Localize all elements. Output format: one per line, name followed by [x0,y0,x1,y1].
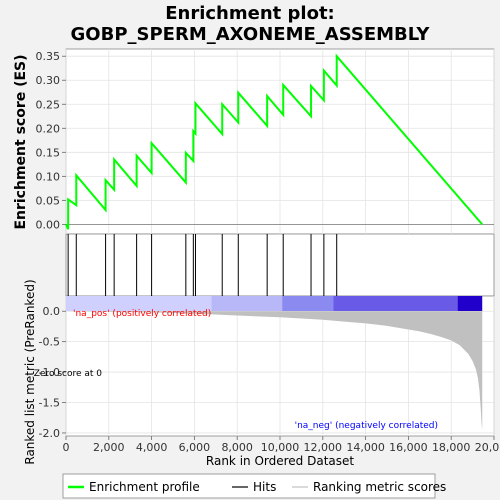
x-tick-label: 12,000 [304,441,343,454]
x-tick-label: 10,000 [261,441,300,454]
x-tick-label: 8,000 [221,441,253,454]
es-tick-label: 0.05 [36,194,61,207]
legend-box [62,473,436,499]
es-tick-label: 0.25 [36,98,61,111]
color-bar-segment [333,296,458,311]
color-bar-segment [211,296,283,311]
metric-tick-label: -2.0 [39,427,60,440]
metric-tick-label: -0.5 [39,336,60,349]
metric-tick-label: 0.0 [43,305,61,318]
x-tick-label: 20,000 [475,441,500,454]
ranking-metric-area [66,311,483,430]
hit-lines [67,234,338,296]
x-tick-label: 0 [63,441,70,454]
es-tick-label: 0.10 [36,170,61,183]
legend: Enrichment profile Hits Ranking metric s… [62,473,446,499]
x-tick-label: 6,000 [179,441,211,454]
x-axis-label: Rank in Ordered Dataset [206,454,354,468]
legend-hits-label: Hits [253,480,276,494]
pos-correlated-label: 'na_pos' (positively correlated) [73,309,211,319]
legend-profile-label: Enrichment profile [89,480,200,494]
es-tick-label: 0.30 [36,74,61,87]
color-bar-segment [282,296,334,311]
es-y-axis-label: Enrichment score (ES) [13,54,29,229]
metric-y-ticks: 0.0 -0.5 -1.0 -1.5 -2.0 [39,305,66,440]
chart-title-line1: Enrichment plot: [165,3,335,24]
metric-y-axis-label: Ranked list metric (PreRanked) [23,279,37,464]
color-bar-segment [457,296,483,311]
neg-correlated-label: 'na_neg' (negatively correlated) [295,421,438,431]
color-bar-segment [66,296,212,311]
legend-metric-label: Ranking metric scores [313,480,446,494]
es-tick-label: 0.35 [36,50,61,63]
x-tick-label: 14,000 [346,441,385,454]
x-tick-label: 16,000 [389,441,428,454]
es-tick-label: 0.20 [36,122,61,135]
x-tick-label: 18,000 [432,441,471,454]
es-y-ticks: 0.00 0.05 0.10 0.15 0.20 0.25 0.30 0.35 [36,50,66,231]
es-tick-label: 0.15 [36,146,61,159]
chart-title-line2: GOBP_SPERM_AXONEME_ASSEMBLY [71,24,431,45]
x-ticks: 0 2,000 4,000 6,000 8,000 10,000 12,000 14,000 1… [63,436,500,454]
zero-cross-label: Zero score at 0 [34,369,103,379]
x-tick-label: 2,000 [93,441,125,454]
metric-tick-label: -1.5 [39,397,60,410]
x-tick-label: 4,000 [136,441,168,454]
hits-panel [65,233,495,297]
enrichment-profile-line [65,53,483,230]
rank-color-bar [66,296,483,311]
metric-tick-label: -1.0 [39,366,60,379]
es-tick-label: 0.00 [36,218,61,231]
